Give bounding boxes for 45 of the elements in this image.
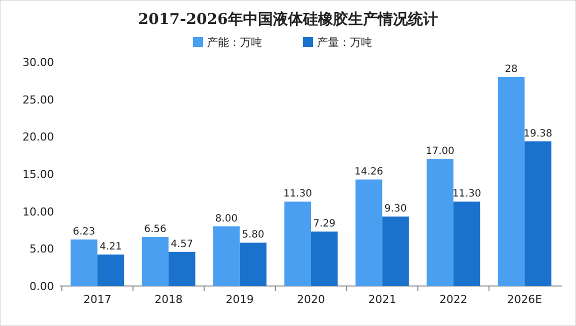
bar <box>382 216 409 286</box>
bar <box>284 202 311 286</box>
bar <box>498 76 525 286</box>
x-tick-label: 2022 <box>439 293 468 306</box>
data-label: 7.29 <box>313 218 336 230</box>
bar <box>142 237 169 286</box>
y-tick-label: 10.00 <box>22 205 54 218</box>
x-tick-label: 2019 <box>226 293 254 306</box>
x-tick-label: 2018 <box>154 293 183 306</box>
bar <box>311 232 338 286</box>
y-tick-label: 0.00 <box>30 280 54 293</box>
data-label: 14.26 <box>354 166 384 178</box>
y-tick-label: 15.00 <box>22 168 54 181</box>
bar <box>97 254 124 286</box>
data-label: 6.23 <box>72 226 96 238</box>
y-tick-label: 20.00 <box>22 130 54 144</box>
legend-label: 产量：万吨 <box>317 36 372 49</box>
data-label: 17.00 <box>426 146 454 158</box>
bar <box>356 180 382 286</box>
bar <box>70 239 98 286</box>
data-label: 9.30 <box>384 204 407 215</box>
bar <box>524 141 552 286</box>
x-tick-label: 2026E <box>507 293 542 306</box>
x-tick-label: 2017 <box>83 293 112 306</box>
data-label: 28 <box>504 64 518 75</box>
y-tick-label: 5.00 <box>30 242 54 256</box>
x-tick-label: 2020 <box>297 293 325 306</box>
bar <box>240 242 266 286</box>
data-label: 5.80 <box>242 230 264 241</box>
y-tick-label: 25.00 <box>22 93 54 106</box>
data-label: 8.00 <box>215 213 238 224</box>
y-tick-label: 30.00 <box>22 56 54 69</box>
x-tick-label: 2021 <box>368 293 396 306</box>
data-label: 6.56 <box>144 224 166 236</box>
chart-title: 2017-2026年中国液体硅橡胶生产情况统计 <box>138 10 438 28</box>
bar <box>453 202 480 286</box>
bar <box>213 226 240 286</box>
data-label: 19.38 <box>524 128 552 140</box>
bar <box>426 159 454 286</box>
bar <box>168 252 196 286</box>
data-label: 4.21 <box>100 242 122 253</box>
data-label: 4.57 <box>170 238 194 250</box>
legend-label: 产能：万吨 <box>207 36 262 49</box>
data-label: 11.30 <box>283 188 312 200</box>
data-label: 11.30 <box>452 188 482 200</box>
